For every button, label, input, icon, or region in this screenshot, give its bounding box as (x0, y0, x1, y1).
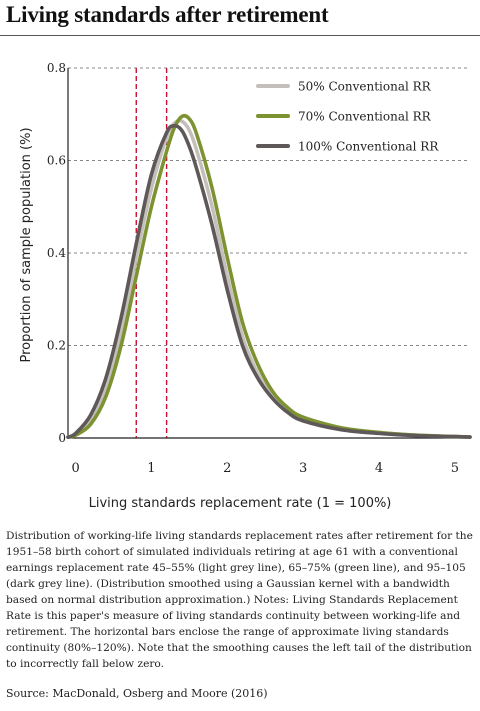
legend-label: 100% Conventional RR (298, 140, 439, 154)
title-divider (0, 35, 480, 36)
x-tick-label: 1 (147, 461, 155, 476)
x-tick-label: 4 (375, 461, 383, 476)
legend-label: 70% Conventional RR (298, 110, 432, 124)
y-axis-label: Proportion of sample population (%) (19, 127, 34, 362)
x-tick-label: 5 (451, 461, 459, 476)
x-tick-label: 0 (71, 461, 79, 476)
y-tick-label: 0.4 (47, 246, 66, 260)
series-lines (66, 114, 472, 439)
series-line-70 (66, 114, 472, 439)
y-tick-label: 0.2 (47, 339, 66, 353)
source-note: Source: MacDonald, Osberg and Moore (201… (6, 687, 268, 700)
x-tick-label: 2 (223, 461, 231, 476)
tick-labels: 0 0.2 0.4 0.6 0.8 0 1 2 3 4 5 (47, 61, 459, 476)
series-line-100 (66, 123, 472, 439)
figure-caption: Distribution of working-life living stan… (6, 530, 473, 670)
x-axis-label: Living standards replacement rate (1 = 1… (88, 496, 392, 511)
legend-label: 50% Conventional RR (298, 80, 432, 94)
y-tick-label: 0.8 (47, 61, 66, 75)
legend: 50% Conventional RR 70% Conventional RR 10… (256, 80, 439, 154)
y-tick-label: 0 (58, 431, 66, 445)
y-tick-label: 0.6 (47, 154, 66, 168)
axes (67, 68, 470, 439)
chart-area: 0 0.2 0.4 0.6 0.8 0 1 2 3 4 5 50% Conventional RR 7… (19, 61, 472, 476)
x-tick-label: 3 (299, 461, 307, 476)
chart-title: Living standards after retirement (6, 2, 329, 27)
